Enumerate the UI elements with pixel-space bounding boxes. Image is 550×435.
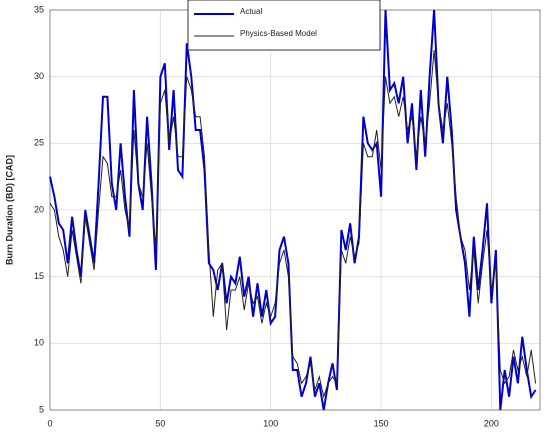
y-tick-label: 25 (34, 138, 44, 148)
x-tick-label: 50 (155, 418, 165, 428)
x-tick-label: 0 (47, 418, 52, 428)
y-tick-label: 5 (39, 404, 44, 414)
y-tick-label: 15 (34, 271, 44, 281)
x-tick-label: 150 (374, 418, 389, 428)
data-line (49, 49, 537, 399)
y-tick-label: 30 (34, 71, 44, 81)
legend-label: Actual (240, 7, 262, 16)
y-tick-label: 35 (34, 4, 44, 14)
x-tick-label: 100 (263, 418, 278, 428)
y-axis-label: Burn Duration (BD) [CAD] (4, 155, 14, 265)
y-tick-label: 10 (34, 338, 44, 348)
x-tick-label: 200 (484, 418, 499, 428)
legend-label: Physics-Based Model (240, 29, 317, 38)
legend-box (187, 0, 381, 51)
y-tick-label: 20 (34, 204, 44, 214)
